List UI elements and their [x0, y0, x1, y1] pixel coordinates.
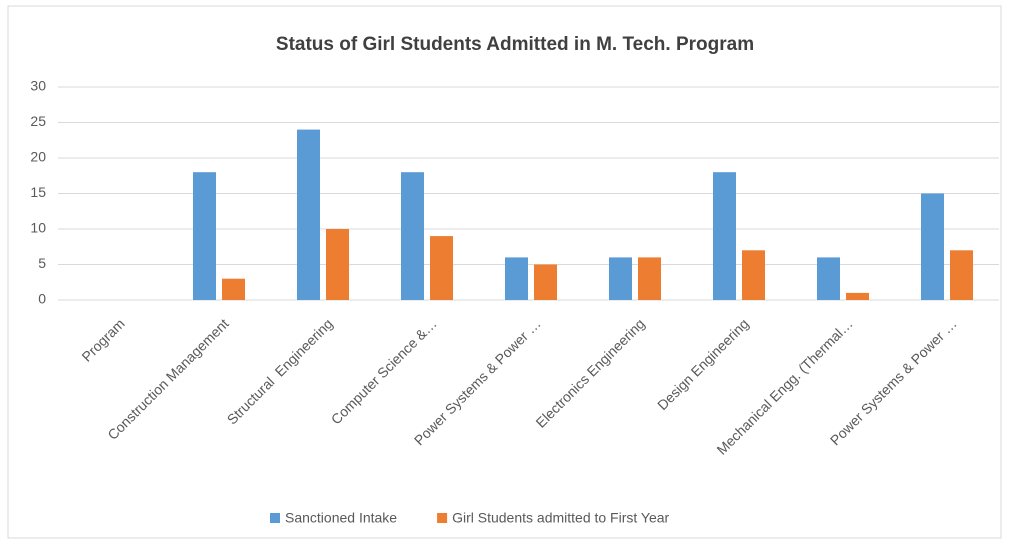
bar	[430, 236, 453, 300]
legend-label: Girl Students admitted to First Year	[452, 510, 669, 526]
y-tick-label: 30	[30, 78, 46, 94]
bar	[297, 129, 320, 300]
bar	[609, 257, 632, 300]
bar	[326, 229, 349, 300]
bar	[534, 264, 557, 300]
bar	[950, 250, 973, 300]
y-tick-label: 25	[30, 113, 46, 129]
y-tick-label: 5	[38, 255, 46, 271]
bar	[193, 172, 216, 300]
bar	[921, 193, 944, 300]
bar	[713, 172, 736, 300]
bar	[638, 257, 661, 300]
bar	[222, 278, 245, 300]
bar	[846, 292, 869, 300]
y-tick-label: 0	[38, 291, 46, 307]
y-tick-label: 20	[30, 149, 46, 165]
bar	[817, 257, 840, 300]
bar	[401, 172, 424, 300]
chart-frame	[7, 5, 1002, 539]
legend-label: Sanctioned Intake	[285, 510, 397, 526]
y-tick-label: 10	[30, 220, 46, 236]
y-tick-label: 15	[30, 184, 46, 200]
bar	[742, 250, 765, 300]
chart-title: Status of Girl Students Admitted in M. T…	[276, 34, 754, 55]
legend-swatch	[270, 513, 280, 523]
bar	[505, 257, 528, 300]
legend-swatch	[437, 513, 448, 523]
